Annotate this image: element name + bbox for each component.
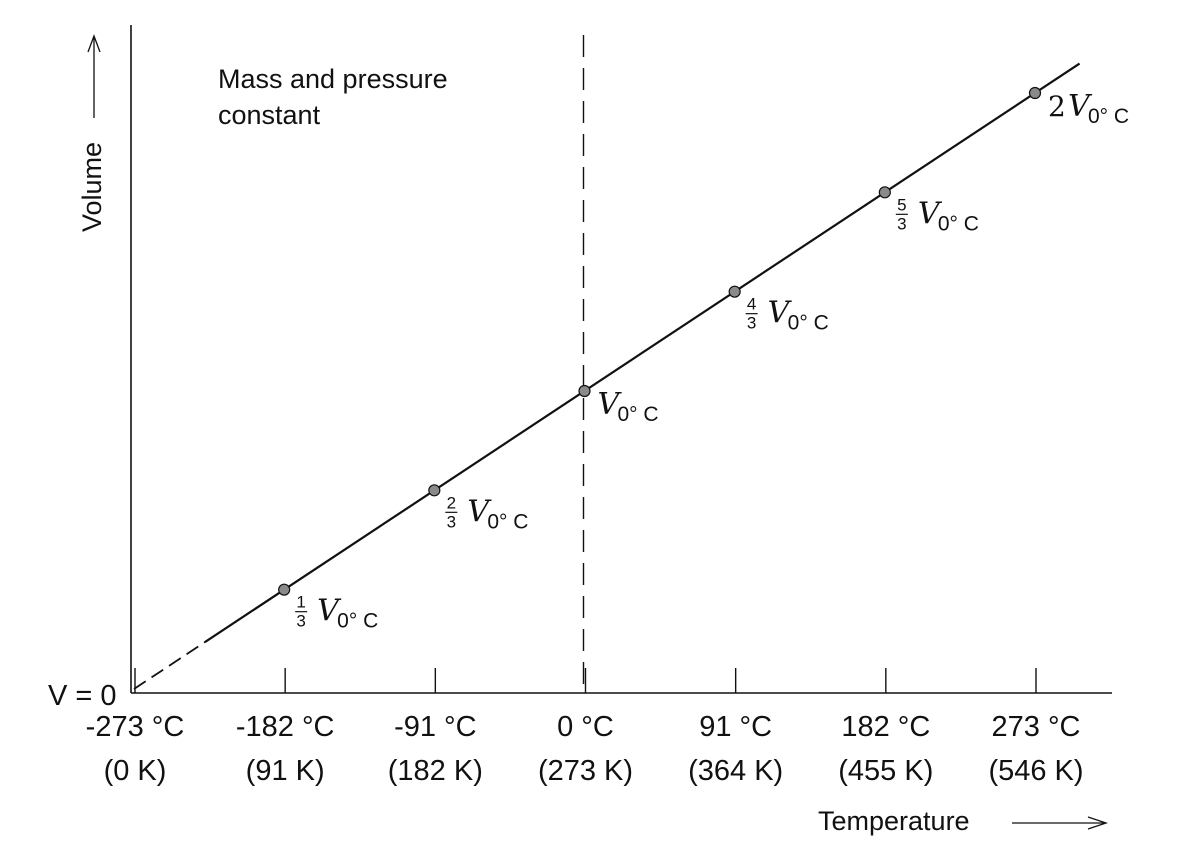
y-origin-label: V = 0 (48, 680, 117, 712)
x-tick-label-celsius: 273 °C (992, 711, 1081, 743)
data-points: 13 V0° C23 V0° CV0° C43 V0° C53 V0° C2 V0° C (278, 86, 1129, 633)
volume-line (204, 62, 1081, 643)
point-label-subscript: 0° C (487, 510, 528, 533)
point-label-fraction-numerator: 4 (747, 295, 756, 314)
x-axis-title-group: Temperature (818, 806, 1109, 836)
data-point (1028, 86, 1042, 100)
point-label-subscript: 0° C (938, 212, 979, 235)
data-point-label: 23 V0° C (445, 493, 528, 533)
x-tick-label-kelvin: (546 K) (988, 755, 1083, 787)
data-point-label: 53 V0° C (895, 195, 979, 235)
x-tick-label-celsius: 91 °C (699, 711, 772, 743)
point-label-subscript: 0° C (337, 610, 378, 633)
y-axis-title-group: Volume (77, 34, 107, 232)
x-tick-label-celsius: 0 °C (557, 711, 614, 743)
point-label-symbol: V (598, 387, 623, 422)
x-tick-label-celsius: -91 °C (394, 711, 477, 743)
annotation-line-1: Mass and pressure (218, 64, 448, 94)
x-tick-label-kelvin: (455 K) (838, 755, 933, 787)
data-point (728, 285, 741, 298)
data-point (278, 583, 291, 596)
x-tick-label-kelvin: (273 K) (538, 755, 633, 787)
point-label-subscript: 0° C (1088, 105, 1129, 128)
x-axis-title: Temperature (818, 806, 970, 836)
x-tick-label-kelvin: (364 K) (688, 755, 783, 787)
point-label-fraction-numerator: 1 (296, 593, 305, 612)
point-label-symbol: V (918, 196, 943, 231)
point-label-subscript: 0° C (618, 403, 659, 426)
x-tick-label-celsius: -273 °C (86, 711, 185, 743)
y-arrow-head-icon (87, 34, 101, 53)
data-point-label: 43 V0° C (745, 295, 829, 335)
annotation-line-2: constant (218, 100, 321, 130)
data-point (878, 186, 891, 199)
y-axis-title: Volume (77, 142, 107, 232)
data-point-label: 13 V0° C (295, 593, 378, 633)
point-label-fraction-numerator: 5 (897, 195, 906, 214)
point-label-fraction-denominator: 3 (296, 612, 305, 631)
point-label-subscript: 0° C (788, 312, 829, 335)
data-lines (133, 35, 1081, 693)
point-label-symbol: V (467, 494, 492, 529)
x-tick-label-kelvin: (0 K) (104, 755, 167, 787)
x-tick-label-kelvin: (91 K) (246, 755, 325, 787)
point-label-fraction-denominator: 3 (747, 314, 756, 333)
point-label-coefficient: 2 (1048, 90, 1066, 123)
data-point (578, 384, 591, 398)
data-point (428, 484, 441, 497)
x-tick-label-celsius: -182 °C (236, 711, 335, 743)
data-point-label: V0° C (598, 387, 659, 426)
data-point-label: 2 V0° C (1048, 89, 1129, 128)
point-label-symbol: V (317, 594, 342, 629)
point-label-fraction-denominator: 3 (447, 512, 456, 531)
x-ticks: -273 °C (0 K) -182 °C (91 K) -91 °C (182 K) 0 … (86, 668, 1084, 787)
x-tick-label-celsius: 182 °C (841, 711, 930, 743)
point-label-symbol: V (1068, 89, 1093, 124)
x-arrow-head-icon (1087, 816, 1109, 830)
point-label-fraction-numerator: 2 (447, 493, 456, 512)
point-label-fraction-denominator: 3 (897, 214, 906, 233)
extrapolated-segment (133, 641, 206, 690)
x-tick-label-kelvin: (182 K) (388, 755, 483, 787)
point-label-symbol: V (768, 296, 793, 331)
